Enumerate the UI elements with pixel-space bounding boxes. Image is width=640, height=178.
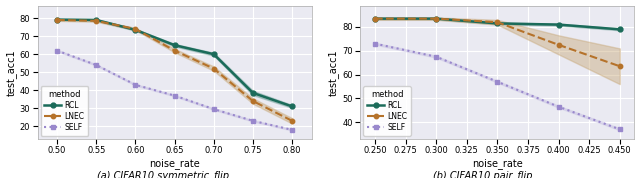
Line: LNEC: LNEC (55, 18, 294, 123)
X-axis label: noise_rate: noise_rate (149, 158, 200, 169)
LNEC (249, 100, 257, 102)
LNEC (171, 49, 179, 52)
Text: (a) CIFAR10 symmetric_flip: (a) CIFAR10 symmetric_flip (97, 170, 229, 178)
LNEC (210, 67, 218, 70)
LNEC (92, 20, 100, 22)
RCL (210, 53, 218, 55)
Text: (b) CIFAR10 pair_flip: (b) CIFAR10 pair_flip (433, 170, 533, 178)
RCL (249, 92, 257, 94)
RCL (555, 23, 563, 26)
Legend: RCL, LNEC, SELF: RCL, LNEC, SELF (364, 86, 411, 136)
Legend: RCL, LNEC, SELF: RCL, LNEC, SELF (40, 86, 88, 136)
LNEC (555, 44, 563, 46)
RCL (371, 18, 379, 20)
Line: LNEC: LNEC (372, 16, 622, 69)
SELF (371, 43, 379, 45)
Line: SELF: SELF (373, 41, 622, 131)
SELF (92, 64, 100, 66)
RCL (616, 28, 623, 30)
SELF (555, 106, 563, 108)
LNEC (132, 28, 140, 30)
LNEC (493, 21, 501, 23)
SELF (493, 81, 501, 83)
SELF (288, 129, 296, 131)
LNEC (616, 65, 623, 67)
SELF (249, 120, 257, 122)
RCL (53, 19, 61, 21)
SELF (616, 128, 623, 130)
LNEC (288, 120, 296, 122)
Line: SELF: SELF (55, 48, 294, 132)
RCL (288, 105, 296, 108)
SELF (433, 56, 440, 58)
LNEC (371, 18, 379, 20)
RCL (92, 19, 100, 21)
RCL (493, 22, 501, 24)
RCL (132, 29, 140, 31)
SELF (210, 108, 218, 110)
Line: RCL: RCL (372, 16, 622, 32)
SELF (132, 84, 140, 86)
SELF (171, 95, 179, 97)
Y-axis label: test_acc1: test_acc1 (6, 49, 17, 96)
LNEC (433, 18, 440, 20)
X-axis label: noise_rate: noise_rate (472, 158, 523, 169)
RCL (171, 44, 179, 46)
SELF (53, 49, 61, 52)
Line: RCL: RCL (54, 17, 294, 109)
RCL (433, 18, 440, 20)
Y-axis label: test_acc1: test_acc1 (328, 49, 339, 96)
LNEC (53, 19, 61, 21)
